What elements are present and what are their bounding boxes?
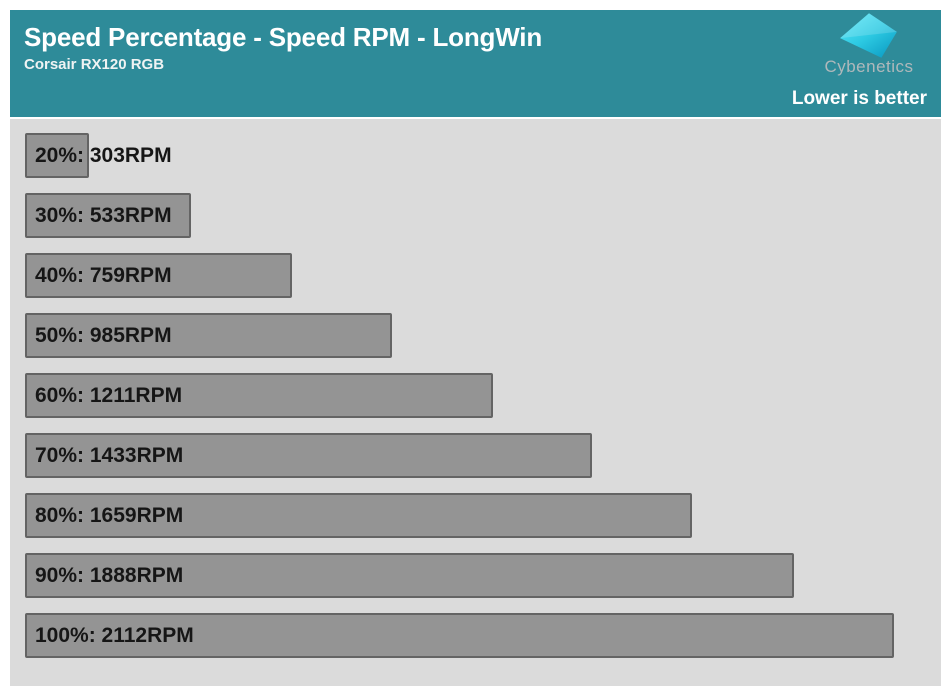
bar-40%	[25, 253, 292, 298]
plot-area: 20%: 303RPM 30%: 533RPM 40%: 759RPM 50%: 98…	[10, 119, 941, 686]
cybenetics-logo: Cybenetics	[813, 12, 925, 77]
bar-row-30%: 30%: 533RPM	[25, 193, 941, 238]
chart-subtitle: Corsair RX120 RGB	[24, 55, 165, 73]
bar-label-90%: 90%: 1888RPM	[35, 563, 184, 587]
chart-card: Speed Percentage - Speed RPM - LongWin C…	[10, 10, 941, 686]
bar-label-20%: 20%: 303RPM	[35, 143, 172, 167]
cybenetics-logo-text: Cybenetics	[824, 57, 914, 76]
bar-label-60%: 60%: 1211RPM	[35, 383, 183, 407]
chart-header: Speed Percentage - Speed RPM - LongWin C…	[10, 10, 941, 117]
bar-row-20%: 20%: 303RPM	[25, 133, 941, 178]
bar-100%	[25, 613, 894, 658]
bar-row-50%: 50%: 985RPM	[25, 313, 941, 358]
bar-row-100%: 100%: 2112RPM	[25, 613, 941, 658]
bar-row-70%: 70%: 1433RPM	[25, 433, 941, 478]
bar-row-60%: 60%: 1211RPM	[25, 373, 941, 418]
bar-label-70%: 70%: 1433RPM	[35, 443, 184, 467]
bar-label-40%: 40%: 759RPM	[35, 263, 172, 287]
lower-is-better-note: Lower is better	[791, 88, 927, 109]
bar-row-80%: 80%: 1659RPM	[25, 493, 941, 538]
bar-20%	[25, 133, 89, 178]
bar-60%	[25, 373, 493, 418]
bar-80%	[25, 493, 692, 538]
bar-row-40%: 40%: 759RPM	[25, 253, 941, 298]
bar-label-80%: 80%: 1659RPM	[35, 503, 184, 527]
chart-title: Speed Percentage - Speed RPM - LongWin	[24, 22, 543, 52]
cybenetics-diamond-icon	[840, 13, 897, 58]
bar-label-50%: 50%: 985RPM	[35, 323, 172, 347]
bar-row-90%: 90%: 1888RPM	[25, 553, 941, 598]
bar-label-30%: 30%: 533RPM	[35, 203, 172, 227]
bar-50%	[25, 313, 392, 358]
bar-70%	[25, 433, 592, 478]
bar-label-100%: 100%: 2112RPM	[35, 623, 194, 647]
bar-90%	[25, 553, 794, 598]
bar-30%	[25, 193, 191, 238]
